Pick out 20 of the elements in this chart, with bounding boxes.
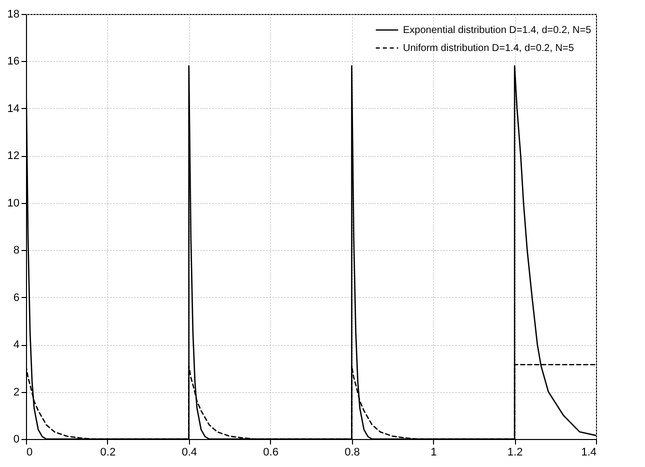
y-tick-label: 0 — [13, 434, 20, 446]
x-tick-label: 1.4 — [581, 446, 596, 458]
x-tick-label: 1.2 — [507, 446, 523, 458]
x-tick-label: 0.2 — [100, 446, 116, 458]
y-tick-label: 14 — [7, 102, 20, 115]
y-tick-label: 12 — [7, 150, 20, 162]
y-tick-label: 2 — [13, 386, 20, 398]
y-tick-label: 16 — [7, 56, 20, 68]
legend-label: Exponential distribution D=1.4, d=0.2, N=5 — [403, 25, 592, 36]
y-tick-label: 10 — [7, 197, 20, 210]
legend-label: Uniform distribution D=1.4, d=0.2, N=5 — [403, 43, 574, 54]
y-tick-label: 18 — [7, 8, 20, 20]
y-tick-label: 6 — [13, 292, 20, 304]
x-tick-label: 0.8 — [344, 446, 360, 458]
x-tick-label: 1 — [430, 446, 437, 458]
y-tick-label: 8 — [13, 244, 20, 257]
x-tick-label: 0.4 — [182, 446, 198, 458]
x-tick-label: 0 — [26, 446, 33, 458]
y-tick-label: 4 — [13, 339, 20, 352]
x-tick-label: 0.6 — [263, 446, 278, 458]
